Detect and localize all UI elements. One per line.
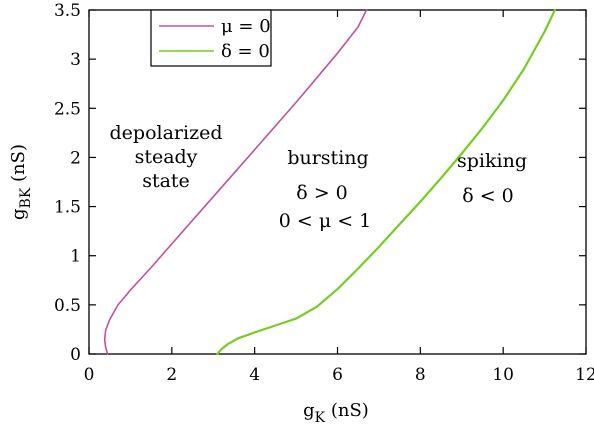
x-axis-title-subscript: K (315, 410, 326, 426)
series-line-0 (103, 9, 368, 355)
annotation-depolarized: depolarized (110, 122, 223, 144)
annotation-delta-negative: δ < 0 (462, 185, 514, 207)
y-tick-label: 1.5 (54, 198, 81, 218)
x-tick-label: 8 (415, 365, 426, 385)
y-tick-label: 2 (70, 148, 81, 168)
legend-label-delta: δ = 0 (221, 41, 270, 62)
y-tick-label: 3.5 (54, 1, 81, 21)
y-tick-label: 0 (70, 345, 81, 365)
y-axis-title-subscript: BK (18, 187, 34, 208)
y-tick-label: 2.5 (54, 99, 81, 119)
annotation-delta-positive: δ > 0 (296, 182, 348, 204)
series-line-1 (216, 8, 557, 356)
x-tick-label: 10 (492, 365, 514, 385)
annotation-bursting: bursting (287, 147, 368, 169)
y-axis-title-main: g (8, 208, 29, 220)
legend: μ = 0 δ = 0 (150, 9, 272, 67)
annotation-mu-range: 0 < μ < 1 (279, 210, 372, 232)
x-tick-label: 12 (575, 365, 594, 385)
x-tick-label: 0 (84, 365, 95, 385)
legend-label-mu: μ = 0 (221, 16, 271, 37)
region-annotations: depolarized steady state bursting δ > 0 … (110, 122, 527, 232)
y-axis-title-unit: (nS) (8, 144, 29, 188)
annotation-steady: steady (135, 146, 198, 168)
x-tick-label: 6 (332, 365, 343, 385)
annotation-state: state (142, 170, 190, 192)
x-axis-title-main: g (303, 400, 315, 421)
axis-tick-labels: 0 2 4 6 8 10 12 0 0.5 1 1.5 2 2.5 3 3.5 (54, 1, 594, 385)
x-tick-label: 2 (166, 365, 177, 385)
x-tick-label: 4 (249, 365, 260, 385)
x-axis-title: gK (nS) (303, 400, 369, 426)
y-axis-title: gBK (nS) (8, 144, 34, 220)
legend-box (150, 9, 272, 67)
series-layer (103, 8, 557, 356)
y-tick-label: 1 (70, 247, 81, 267)
annotation-spiking: spiking (457, 150, 527, 172)
x-axis-title-unit: (nS) (325, 400, 369, 421)
y-tick-label: 3 (70, 50, 81, 70)
y-tick-label: 0.5 (54, 296, 81, 316)
